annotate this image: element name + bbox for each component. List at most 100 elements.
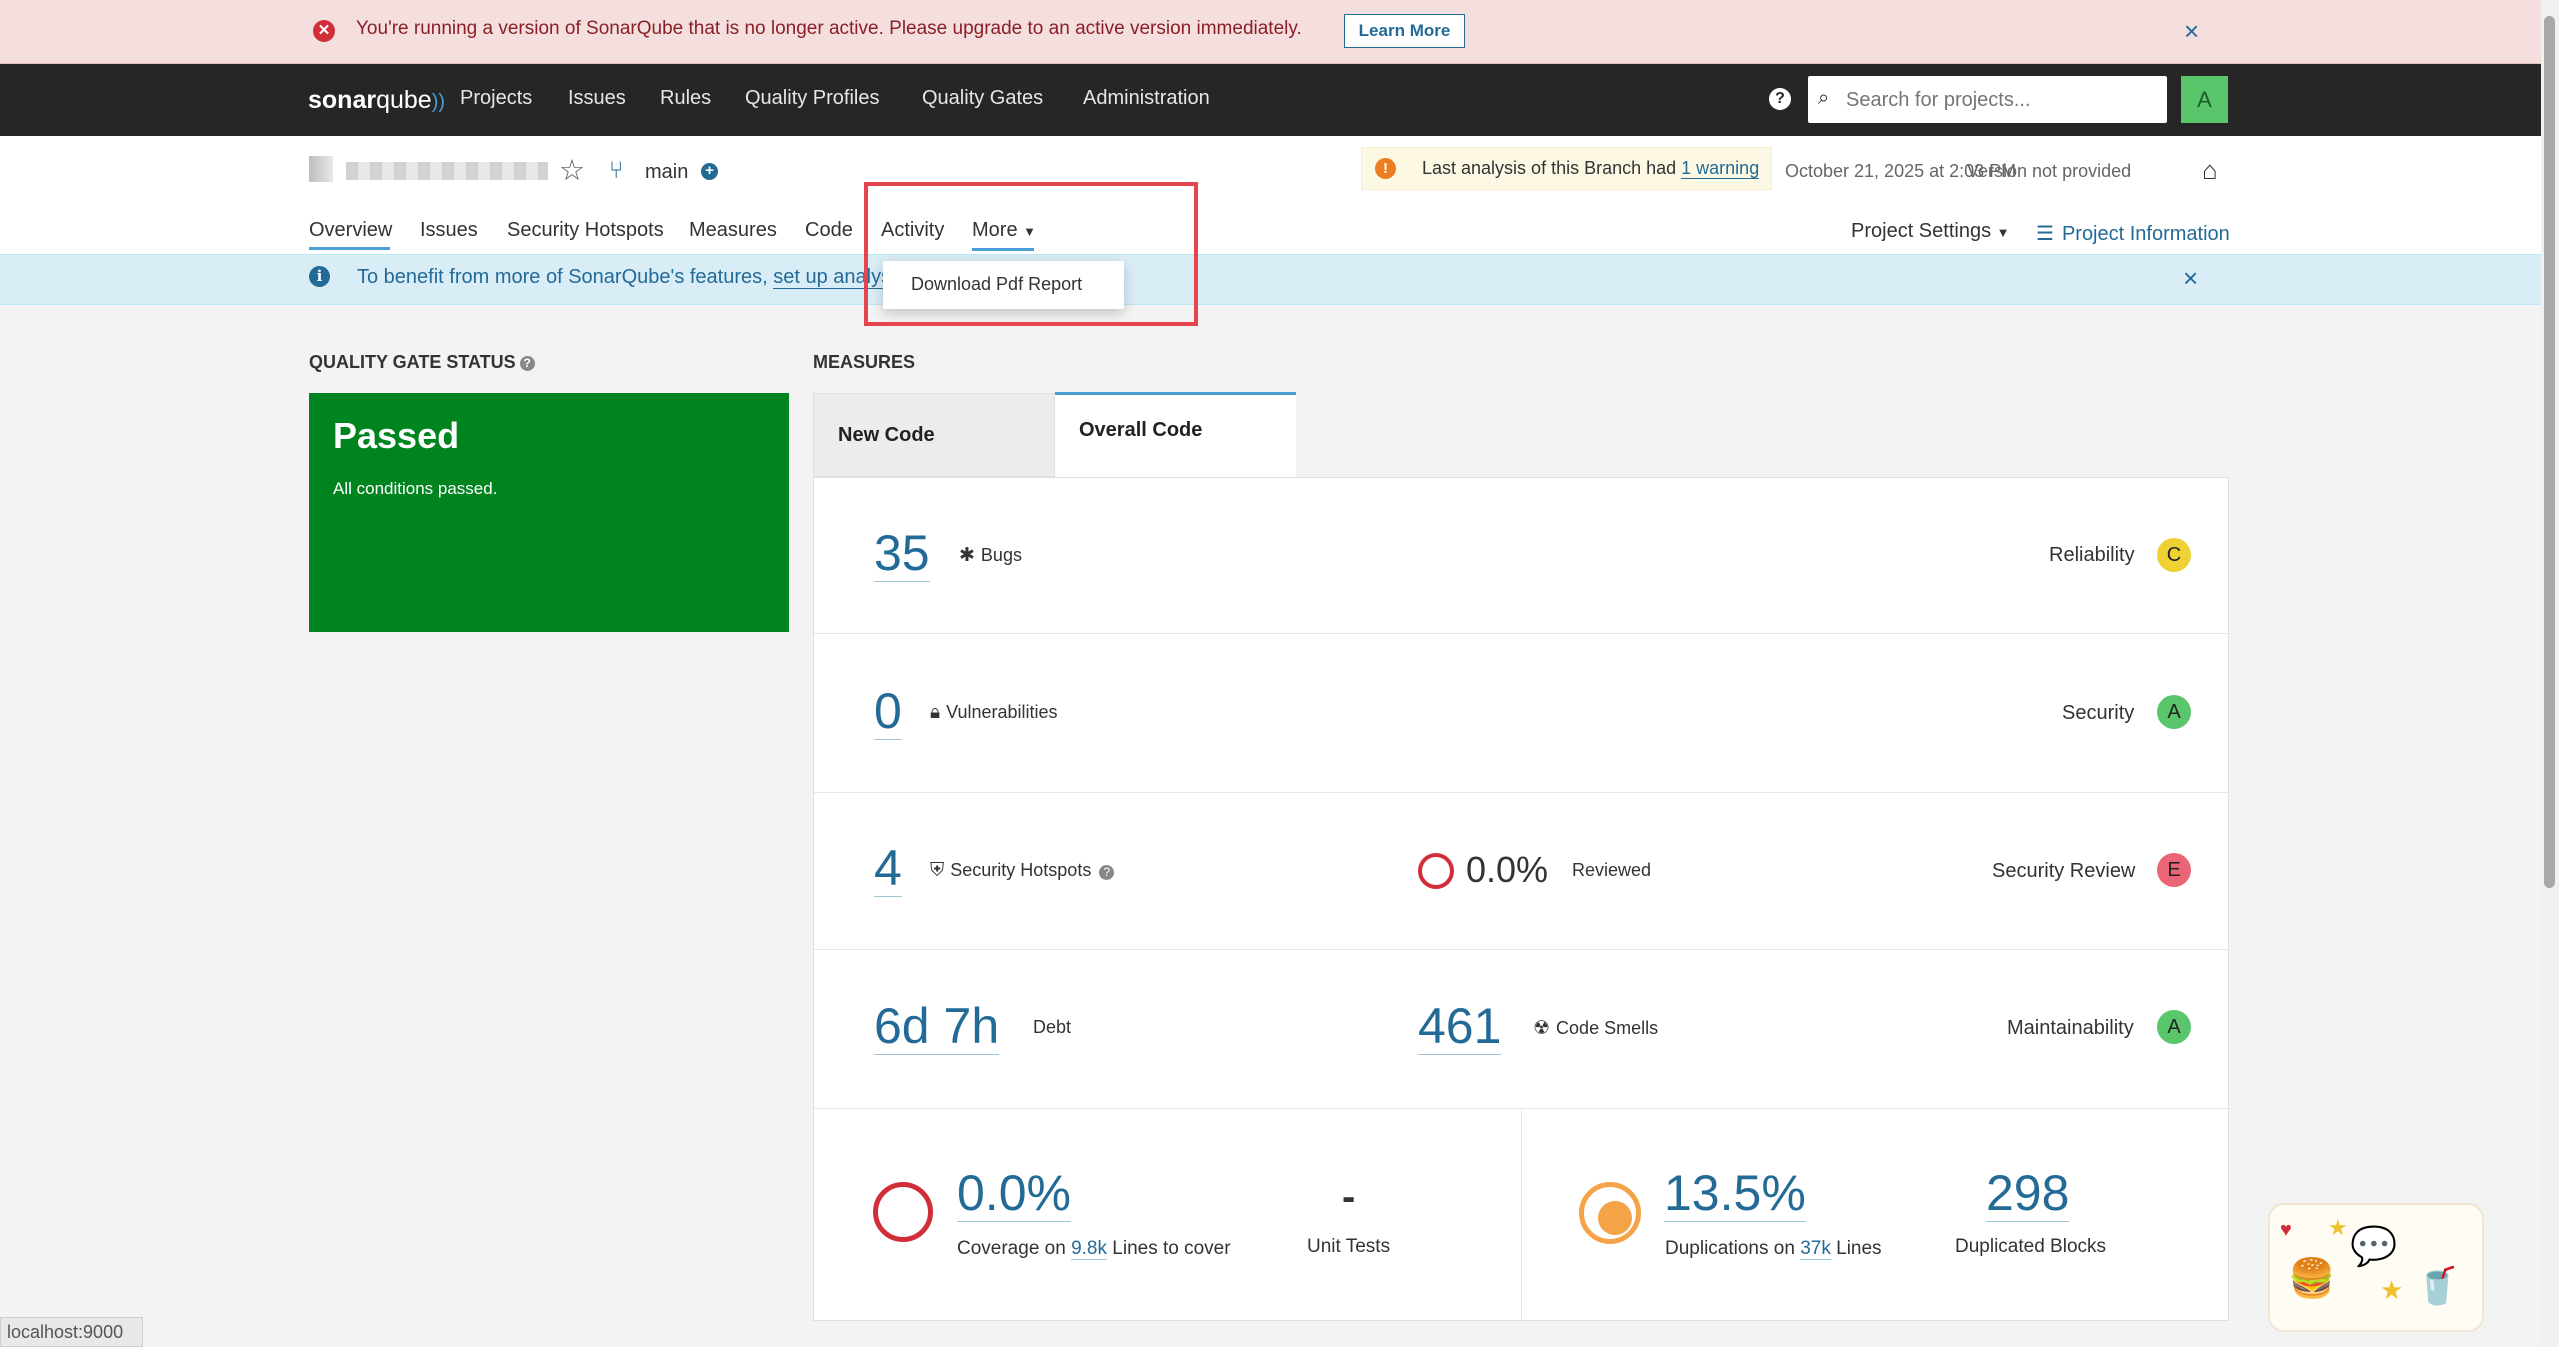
quality-gate-conditions: All conditions passed.	[333, 479, 498, 498]
help-icon[interactable]: ?	[1769, 88, 1791, 110]
tab-code[interactable]: Code	[805, 219, 853, 241]
error-circle-icon: ✕	[313, 20, 335, 42]
reviewed-label: Reviewed	[1572, 860, 1652, 880]
download-pdf-report-item[interactable]: Download Pdf Report	[911, 274, 1083, 294]
learn-more-button[interactable]: Learn More	[1344, 14, 1465, 48]
analysis-warning-box: ! Last analysis of this Branch had 1 war…	[1361, 147, 1772, 190]
maintainability-rating[interactable]: A	[2157, 1010, 2191, 1044]
duplications-lines-link[interactable]: 37k	[1800, 1238, 1831, 1260]
tab-overview[interactable]: Overview	[309, 219, 393, 241]
unit-tests-value: -	[1342, 1175, 1356, 1219]
quality-gate-status-box	[309, 393, 789, 632]
tab-measures[interactable]: Measures	[689, 219, 777, 241]
favorite-star-icon[interactable]: ☆	[559, 155, 585, 187]
project-header	[0, 136, 2541, 254]
open-tab-indicator	[972, 248, 1034, 251]
scrollbar-thumb[interactable]	[2544, 16, 2555, 888]
column-divider	[1521, 1108, 1522, 1320]
reliability-label: Reliability	[2049, 544, 2135, 566]
coverage-ring-icon	[873, 1182, 933, 1242]
duplications-label: Duplications on	[1665, 1238, 1801, 1259]
nav-quality-profiles[interactable]: Quality Profiles	[745, 87, 880, 109]
security-review-rating[interactable]: E	[2157, 853, 2191, 887]
vulnerabilities-value[interactable]: 0	[874, 683, 902, 740]
info-icon: i	[309, 266, 330, 287]
active-tab-indicator	[309, 247, 390, 250]
warning-icon: !	[1375, 158, 1396, 179]
sticker-widget-icon[interactable]: 🍔 💬 🥤 ★ ★ ♥	[2268, 1203, 2484, 1332]
nav-projects[interactable]: Projects	[460, 87, 533, 109]
security-review-label: Security Review	[1992, 860, 2136, 882]
coverage-label-suffix: Lines to cover	[1107, 1238, 1231, 1259]
nav-quality-gates[interactable]: Quality Gates	[922, 87, 1044, 109]
duplications-label-suffix: Lines	[1830, 1238, 1882, 1259]
project-settings-menu[interactable]: Project Settings ▼	[1851, 220, 2010, 242]
version-text: Version not provided	[1967, 161, 2132, 181]
branch-icon: ⑂	[609, 157, 624, 184]
tab-issues[interactable]: Issues	[420, 219, 478, 241]
measures-title: MEASURES	[813, 352, 916, 372]
analysis-date: October 21, 2025 at 2:03 PM	[1785, 161, 2017, 181]
version-warning-banner	[0, 0, 2541, 64]
status-bar-url: localhost:9000	[0, 1317, 143, 1347]
debt-label: Debt	[1033, 1017, 1072, 1037]
security-label: Security	[2062, 702, 2135, 724]
nav-rules[interactable]: Rules	[660, 87, 712, 109]
project-name-redacted[interactable]	[346, 162, 548, 180]
lines-to-cover-link[interactable]: 9.8k	[1071, 1238, 1107, 1260]
row-divider	[814, 949, 2228, 950]
nav-issues[interactable]: Issues	[568, 87, 626, 109]
analysis-warning-link[interactable]: 1 warning	[1681, 158, 1760, 179]
search-icon: ⌕	[1818, 87, 1830, 109]
reliability-rating[interactable]: C	[2157, 538, 2191, 572]
close-banner-icon[interactable]: ×	[2184, 16, 2200, 46]
quality-gate-title: QUALITY GATE STATUS?	[309, 352, 535, 373]
code-smell-icon: ☢	[1533, 1018, 1551, 1039]
tab-overall-code[interactable]: Overall Code	[1055, 392, 1296, 478]
debt-value[interactable]: 6d 7h	[874, 998, 1000, 1055]
project-information-link[interactable]: ☰ Project Information	[2036, 223, 2230, 245]
info-text: To benefit from more of SonarQube's feat…	[357, 266, 774, 288]
help-icon[interactable]: ?	[519, 355, 535, 371]
branch-name[interactable]: main	[645, 161, 689, 183]
code-smells-value[interactable]: 461	[1418, 998, 1502, 1055]
quality-gate-status: Passed	[333, 415, 460, 456]
reviewed-value: 0.0%	[1466, 849, 1549, 890]
tab-activity[interactable]: Activity	[881, 219, 945, 241]
row-divider	[814, 633, 2228, 634]
user-avatar[interactable]: A	[2181, 76, 2228, 123]
security-rating[interactable]: A	[2157, 695, 2191, 729]
home-icon[interactable]: ⌂	[2202, 155, 2218, 185]
nav-administration[interactable]: Administration	[1083, 87, 1210, 109]
info-notification-bar	[0, 254, 2541, 305]
coverage-label: Coverage on	[957, 1238, 1072, 1259]
close-info-icon[interactable]: ×	[2183, 263, 2199, 293]
reviewed-ring-icon	[1418, 853, 1454, 889]
branch-add-icon[interactable]: +	[701, 163, 718, 180]
duplications-value[interactable]: 13.5%	[1664, 1165, 1806, 1222]
project-avatar-redacted	[309, 156, 333, 182]
lock-icon: 🔒︎	[930, 702, 941, 723]
hotspots-label: Security Hotspots	[950, 860, 1092, 880]
tab-new-code[interactable]: New Code	[813, 393, 1055, 477]
maintainability-label: Maintainability	[2007, 1017, 2134, 1039]
project-search-box[interactable]: ⌕	[1808, 76, 2167, 123]
tab-more[interactable]: More ▼	[972, 219, 1037, 241]
bug-icon: ✱	[959, 545, 975, 566]
code-smells-label: Code Smells	[1556, 1018, 1659, 1038]
shield-icon: ⛨	[930, 860, 945, 881]
coverage-value[interactable]: 0.0%	[957, 1165, 1071, 1222]
duplicated-blocks-value[interactable]: 298	[1986, 1165, 2070, 1222]
hotspots-value[interactable]: 4	[874, 840, 902, 897]
sonarqube-logo[interactable]: sonarqube))	[308, 86, 446, 114]
duplications-ring-icon	[1579, 1182, 1641, 1244]
analysis-warning-text: Last analysis of this Branch had	[1422, 158, 1682, 178]
red-highlight-box	[864, 182, 1198, 326]
search-input[interactable]	[1844, 84, 2158, 116]
tab-security-hotspots[interactable]: Security Hotspots	[507, 219, 664, 241]
help-icon[interactable]: ?	[1099, 865, 1115, 880]
version-warning-text: You're running a version of SonarQube th…	[356, 18, 1302, 39]
list-icon: ☰	[2036, 223, 2054, 245]
row-divider	[814, 792, 2228, 793]
bugs-value[interactable]: 35	[874, 525, 930, 582]
